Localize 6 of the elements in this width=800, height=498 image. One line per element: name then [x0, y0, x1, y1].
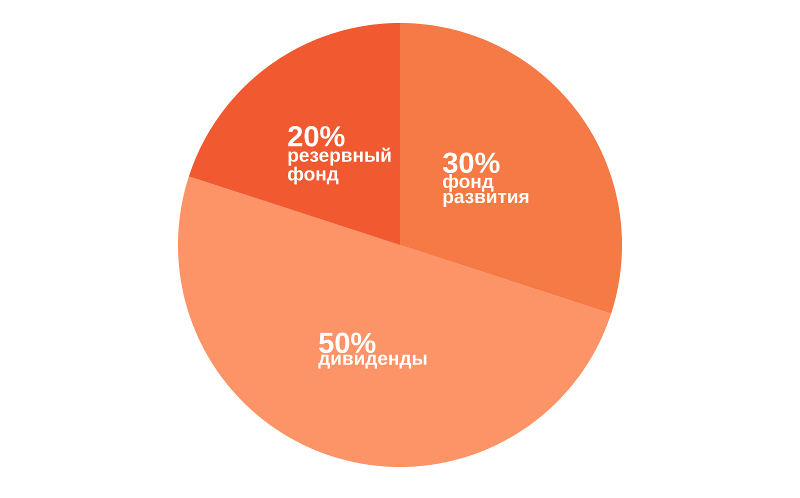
- data-label: 50%: [319, 332, 376, 354]
- slice-label: фонд развития: [443, 174, 528, 207]
- slice-label: дивиденды: [318, 354, 426, 369]
- data-label: 30%: [442, 152, 500, 174]
- slice-label: резервный фонд: [288, 148, 391, 184]
- data-label: 20%: [288, 126, 345, 147]
